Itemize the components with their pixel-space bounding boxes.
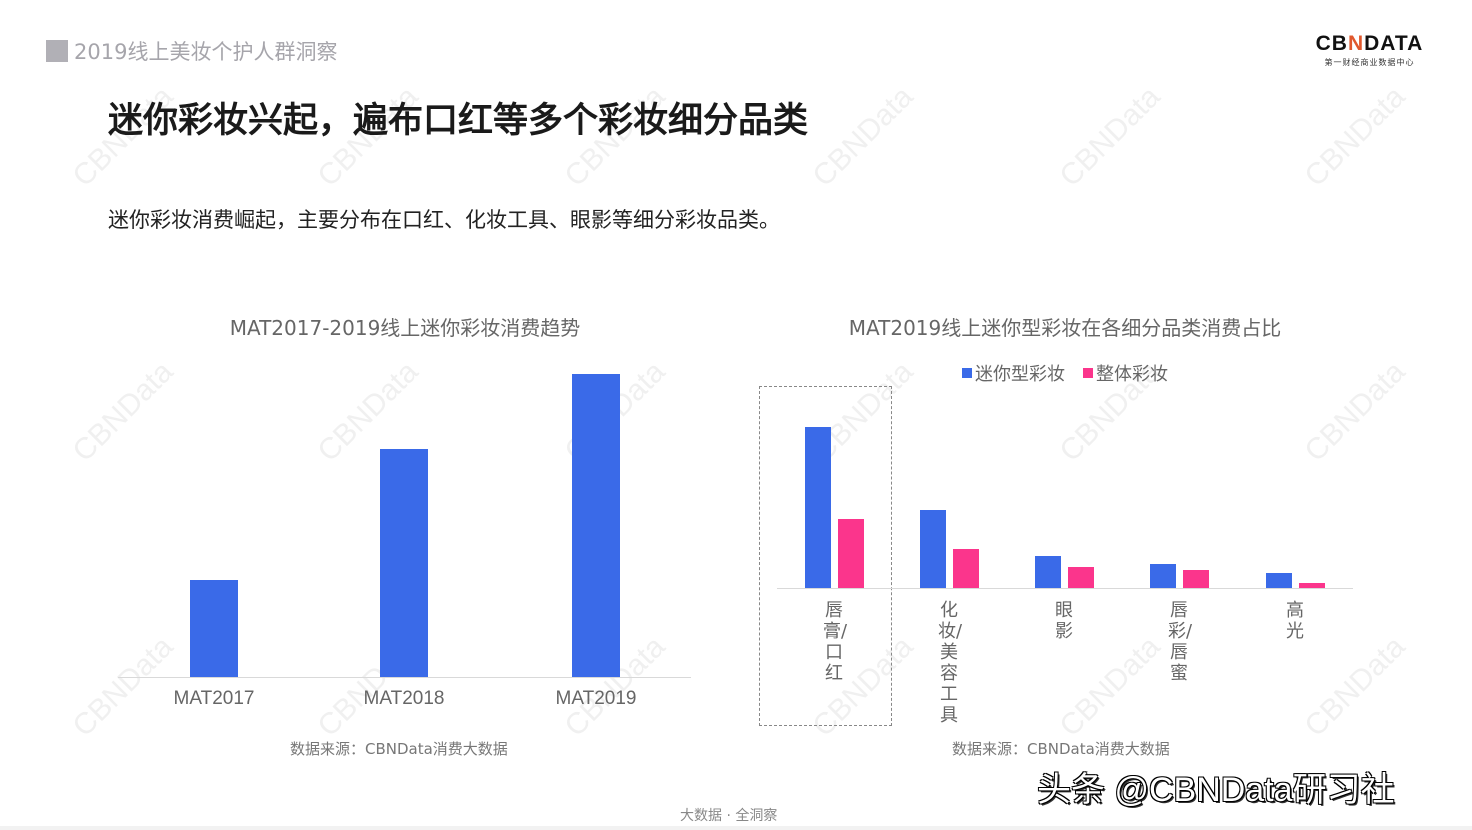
overall-bar: [838, 519, 864, 588]
watermark: CBNData: [1053, 80, 1167, 194]
legend-label-mini: 迷你型彩妆: [975, 364, 1065, 385]
trend-chart-title: MAT2017-2019线上迷你彩妆消费趋势: [229, 316, 581, 340]
legend-swatch-overall: [1083, 368, 1093, 378]
trend-x-label: MAT2018: [363, 688, 445, 709]
watermark: CBNData: [1298, 80, 1412, 194]
logo-brand-pre: CB: [1315, 32, 1348, 55]
legend-label-overall: 整体彩妆: [1096, 364, 1168, 385]
legend-swatch-mini: [962, 368, 972, 378]
watermark: CBNData: [806, 80, 920, 194]
section-tag-text: 2019线上美妆个护人群洞察: [74, 40, 338, 64]
trend-x-label: MAT2017: [173, 688, 255, 709]
category-chart-title: MAT2019线上迷你型彩妆在各细分品类消费占比: [848, 316, 1282, 340]
legend-item-mini: 迷你型彩妆: [962, 360, 1065, 386]
watermark: CBNData: [66, 630, 180, 744]
category-x-label: 眼影: [1055, 600, 1073, 642]
category-x-label: 化妆/美容工具: [938, 600, 963, 726]
mini-bar: [920, 510, 946, 588]
logo-tagline: 第一财经商业数据中心: [1324, 58, 1415, 67]
category-chart-legend: 迷你型彩妆 整体彩妆: [962, 360, 1168, 386]
overall-bar: [1068, 567, 1094, 588]
logo-brand-mark: N: [1347, 32, 1365, 55]
trend-chart-x-axis: [118, 677, 691, 678]
page-subtitle: 迷你彩妆消费崛起，主要分布在口红、化妆工具、眼影等细分彩妆品类。: [108, 208, 780, 232]
section-tag: 2019线上美妆个护人群洞察: [46, 36, 337, 66]
page-title: 迷你彩妆兴起，遍布口红等多个彩妆细分品类: [108, 101, 809, 141]
logo-brand-post: DATA: [1364, 32, 1424, 55]
trend-x-label: MAT2019: [555, 688, 637, 709]
watermark: CBNData: [1298, 355, 1412, 469]
category-x-label: 唇彩/唇蜜: [1168, 600, 1193, 684]
logo-brand: CBNDATA: [1312, 32, 1427, 56]
highlight-box: [759, 386, 892, 726]
category-x-label: 唇膏/口红: [823, 600, 848, 684]
trend-bar: [380, 449, 428, 677]
watermark: CBNData: [1298, 630, 1412, 744]
category-chart-x-axis: [777, 588, 1353, 589]
mini-bar: [805, 427, 831, 588]
cbndata-logo: CBNDATA 第一财经商业数据中心: [1312, 32, 1427, 68]
mini-bar: [1035, 556, 1061, 588]
category-x-label: 高光: [1286, 600, 1304, 642]
trend-chart-source: 数据来源：CBNData消费大数据: [290, 740, 508, 758]
watermark: CBNData: [1053, 630, 1167, 744]
trend-bar: [572, 374, 620, 677]
overall-bar: [1183, 570, 1209, 588]
watermark: CBNData: [66, 355, 180, 469]
category-chart-source: 数据来源：CBNData消费大数据: [952, 740, 1170, 758]
overall-bar: [953, 549, 979, 588]
overall-bar: [1299, 583, 1325, 588]
bottom-divider: [0, 826, 1472, 830]
trend-bar: [190, 580, 238, 677]
legend-item-overall: 整体彩妆: [1083, 360, 1168, 386]
section-square-icon: [46, 40, 68, 62]
mini-bar: [1266, 573, 1292, 588]
footer-credit: 头条 @CBNData研习社: [1037, 771, 1395, 809]
mini-bar: [1150, 564, 1176, 588]
footer-slogan: 大数据 · 全洞察: [680, 808, 778, 824]
